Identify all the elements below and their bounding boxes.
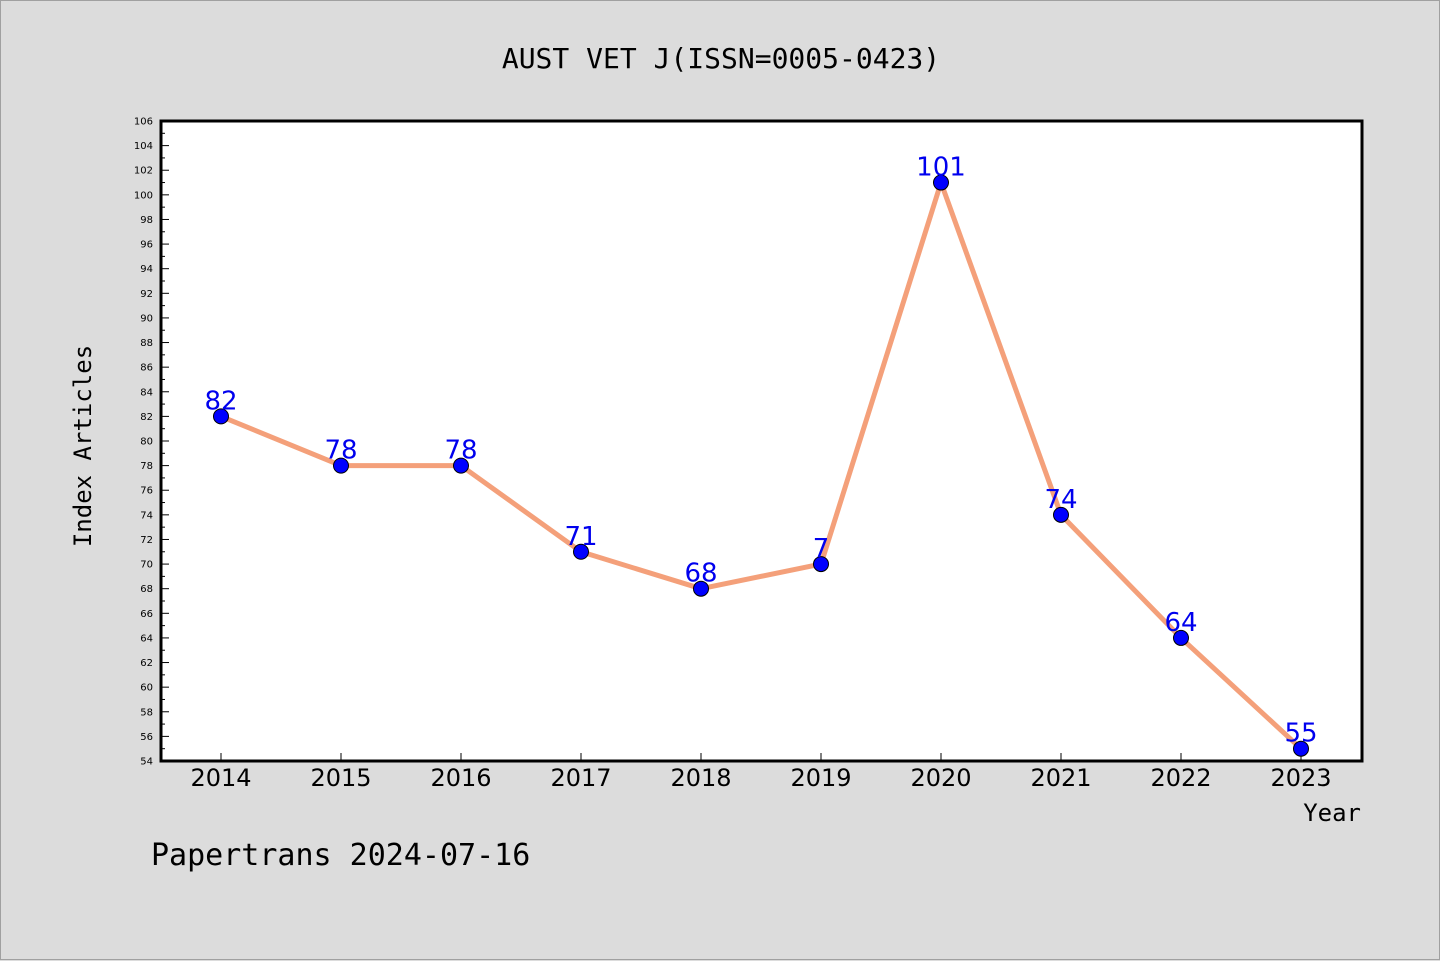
data-point	[933, 174, 949, 191]
data-label: 78	[444, 436, 477, 466]
data-label: 7	[813, 534, 830, 564]
x-axis-ticks: 2014 2015 2016 2017 2018 2019 2020 2021 2022 2023	[190, 753, 1332, 792]
y-tick-label: 64	[140, 633, 153, 644]
y-tick-label: 74	[140, 510, 153, 521]
y-tick-label: 56	[140, 732, 153, 743]
y-tick-label: 72	[140, 535, 153, 546]
y-tick-label: 100	[134, 190, 153, 201]
y-tick-label: 78	[140, 461, 153, 472]
series-markers	[213, 174, 1309, 757]
y-tick-label: 70	[140, 560, 153, 571]
x-tick-label: 2021	[1030, 764, 1091, 792]
y-tick-label: 90	[140, 313, 153, 324]
y-tick-label: 86	[140, 363, 153, 374]
y-tick-label: 62	[140, 658, 153, 669]
data-point	[333, 457, 349, 474]
series-line	[218, 180, 1304, 752]
series-line-group	[218, 180, 1304, 752]
data-point	[573, 543, 589, 560]
data-label: 74	[1044, 485, 1077, 515]
x-tick-label: 2020	[910, 764, 971, 792]
x-tick-label: 2014	[190, 764, 251, 792]
y-tick-label: 88	[140, 338, 153, 349]
y-axis-label: Index Articles	[69, 345, 97, 547]
data-labels: 82 78 78 71 68 7 101 74 64 55	[204, 153, 1317, 749]
y-tick-label: 66	[140, 609, 153, 620]
x-tick-label: 2018	[670, 764, 731, 792]
x-tick-label: 2017	[550, 764, 611, 792]
y-tick-label: 104	[134, 141, 153, 152]
data-label: 82	[204, 386, 237, 416]
y-tick-label: 102	[134, 166, 153, 177]
y-tick-label: 80	[140, 437, 153, 448]
y-tick-label: 84	[140, 387, 153, 398]
plot-area	[161, 121, 1362, 761]
y-tick-label: 82	[140, 412, 153, 423]
y-tick-label: 96	[140, 240, 153, 251]
y-tick-label: 60	[140, 683, 153, 694]
data-label: 55	[1284, 719, 1317, 749]
x-tick-label: 2015	[310, 764, 371, 792]
y-tick-label: 94	[140, 264, 153, 275]
footer-watermark-text: Papertrans 2024-07-16	[151, 838, 530, 873]
data-label: 68	[684, 559, 717, 589]
x-tick-label: 2019	[790, 764, 851, 792]
x-tick-label: 2023	[1270, 764, 1331, 792]
data-point	[213, 408, 229, 425]
y-tick-label: 54	[140, 757, 153, 768]
data-point	[813, 556, 829, 573]
y-tick-label: 76	[140, 486, 153, 497]
data-point	[1053, 506, 1069, 523]
data-label: 101	[916, 153, 966, 183]
y-tick-label: 92	[140, 289, 153, 300]
y-tick-label: 98	[140, 215, 153, 226]
y-tick-label: 106	[134, 117, 153, 128]
y-tick-label: 58	[140, 707, 153, 718]
data-label: 78	[324, 436, 357, 466]
x-axis-label: Year	[1303, 799, 1361, 827]
data-point	[453, 457, 469, 474]
data-point	[693, 580, 709, 597]
chart-title: AUST VET J(ISSN=0005-0423)	[502, 42, 940, 75]
x-tick-label: 2022	[1150, 764, 1211, 792]
data-label: 64	[1164, 608, 1197, 638]
y-tick-label: 68	[140, 584, 153, 595]
x-tick-label: 2016	[430, 764, 491, 792]
data-label: 71	[564, 522, 597, 552]
data-point	[1293, 740, 1309, 757]
data-point	[1173, 629, 1189, 646]
plot-border	[159, 119, 1364, 763]
